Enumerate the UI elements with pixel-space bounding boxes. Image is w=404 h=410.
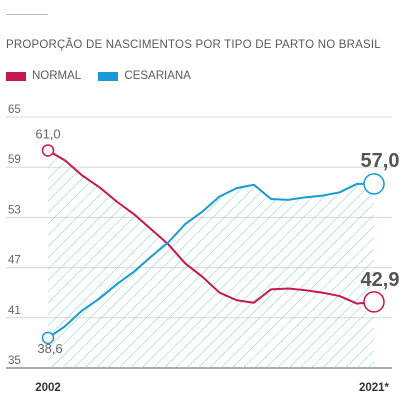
legend-swatch-normal	[6, 71, 26, 81]
legend-item-cesariana: CESARIANA	[98, 70, 191, 82]
y-tick-label: 41	[8, 305, 21, 317]
y-tick-label: 59	[8, 154, 21, 166]
top-rule	[6, 14, 48, 15]
y-tick-label: 35	[8, 355, 21, 367]
normal-end-marker	[363, 291, 385, 313]
cesariana-end-marker	[363, 173, 385, 195]
hatched-area	[48, 150, 374, 368]
normal-start-marker	[41, 144, 55, 157]
normal-end-label: 42,9	[361, 269, 400, 291]
x-tick-label: 2021*	[359, 382, 390, 394]
normal-start-label: 61,0	[35, 126, 60, 141]
y-tick-label: 47	[8, 255, 21, 267]
legend: NORMAL CESARIANA	[6, 70, 205, 84]
y-tick-label: 65	[8, 104, 21, 116]
legend-label-cesariana: CESARIANA	[124, 70, 191, 82]
legend-item-normal: NORMAL	[6, 70, 81, 82]
cesariana-start-label: 38,6	[37, 341, 62, 356]
legend-label-normal: NORMAL	[32, 70, 82, 82]
x-tick-label: 2002	[35, 382, 61, 394]
cesariana-end-label: 57,0	[361, 150, 400, 172]
y-tick-label: 53	[8, 204, 21, 216]
legend-swatch-cesariana	[98, 71, 119, 81]
cesariana-start-marker	[41, 331, 55, 345]
series-line-normal	[47, 149, 375, 305]
chart-title: PROPORÇÃO DE NASCIMENTOS POR TIPO DE PAR…	[6, 39, 381, 51]
series-line-cesariana	[47, 182, 374, 339]
